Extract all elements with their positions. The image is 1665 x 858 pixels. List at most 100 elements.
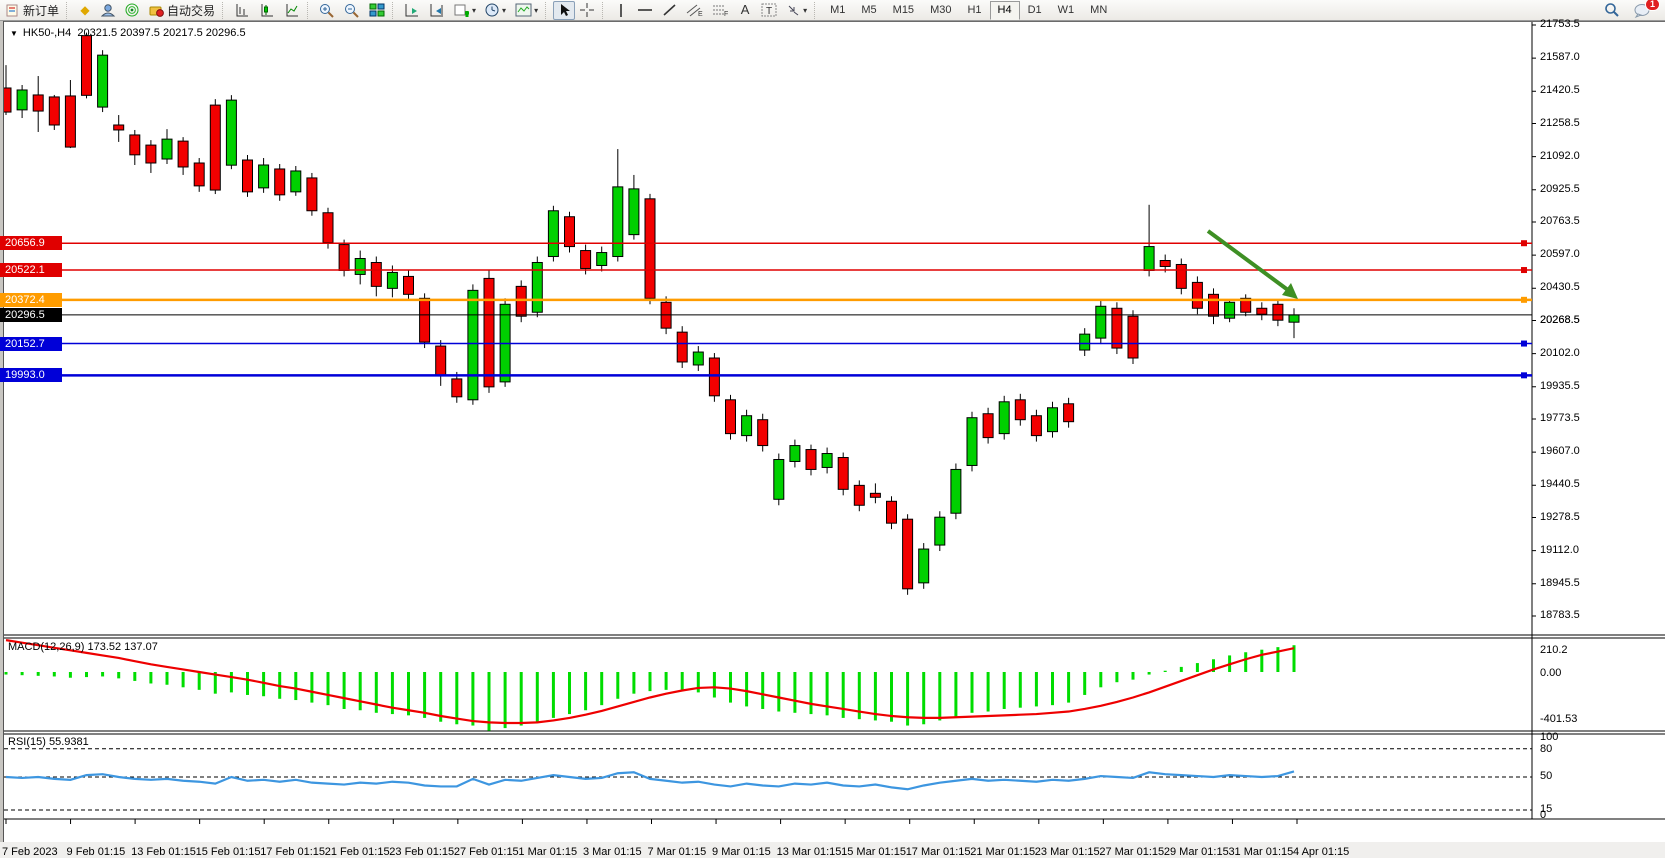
text-button[interactable]: A [734,1,756,20]
trendline-button[interactable] [658,1,681,20]
crosshair-button[interactable] [576,1,599,20]
collapse-icon[interactable]: ▼ [10,29,18,38]
price-axis-label: 19112.0 [1540,543,1579,556]
tile-windows-button[interactable] [365,1,389,20]
price-line-marker[interactable] [1521,340,1527,347]
auto-trading-icon [149,6,164,17]
charts-button[interactable]: ◆ [74,1,96,20]
candle-body [97,54,109,108]
zoom-out-button[interactable] [340,1,364,20]
new-order-button[interactable]: 新订单 [2,1,63,20]
zoom-in-button[interactable] [315,1,339,20]
macd-axis-label: -401.53 [1540,713,1578,725]
notifications-button[interactable]: 1 [1630,0,1660,20]
candle-body [177,140,189,168]
separator [545,1,550,19]
new-order-icon [6,4,18,17]
chart-template-icon [515,3,532,17]
separator [602,1,607,19]
sonar-icon [125,3,139,17]
annotation-arrow[interactable] [1206,229,1294,295]
candle-body [580,250,592,269]
candle-body [886,500,897,524]
candlestick-chart-button[interactable] [255,1,279,20]
candle-body [869,492,881,498]
candle-body [725,399,736,435]
timeframe-M15[interactable]: M15 [892,4,915,16]
indicator-window-remove-button[interactable] [425,1,449,20]
community-button[interactable] [97,1,120,20]
timeframe-D1[interactable]: D1 [1027,4,1042,16]
search-button[interactable] [1600,1,1624,20]
price-axis-label: 21587.0 [1540,51,1580,64]
price-tag-20656.9: 20656.9 [0,236,62,251]
auto-trading-label: 自动交易 [167,3,216,18]
candle-body [81,35,92,96]
cursor-button[interactable] [553,0,576,20]
arrows-button[interactable]: ▾ [782,1,811,20]
price-line-marker[interactable] [1521,267,1527,274]
fibonacci-icon: F [713,5,728,17]
candle-body [48,96,60,126]
candle-body [483,277,495,388]
svg-text:E: E [698,11,703,17]
timeframe-H4[interactable]: H4 [989,0,1020,20]
timeframe-MN[interactable]: MN [1090,4,1108,16]
chart-template-button[interactable]: ▾ [511,1,542,20]
new-order-label: 新订单 [23,3,60,18]
timeframe-M30[interactable]: M30 [930,4,952,16]
separator [222,1,227,19]
horizontal-line-button[interactable] [633,1,657,20]
candle-body [129,134,141,156]
time-axis-label: 29 Mar 01:15 [1163,846,1229,858]
price-line-marker[interactable] [1521,372,1527,379]
macd-signal-line [5,639,1295,725]
candle-body [1175,263,1187,289]
time-axis-label: 17 Feb 01:15 [260,846,326,858]
search-icon [1605,3,1619,17]
vertical-line-button[interactable] [610,1,632,20]
candle-body [564,216,575,248]
chart-canvas[interactable] [0,22,1665,843]
fibonacci-button[interactable]: F [708,1,733,20]
svg-text:F: F [724,11,728,17]
text-icon: A [740,2,750,17]
crosshair-icon [580,2,595,17]
candle-body [596,252,608,266]
candle-body [934,516,946,546]
timeframe-M5[interactable]: M5 [861,4,877,16]
period-selector-button[interactable]: ▾ [481,1,510,20]
price-tag-20522.1: 20522.1 [0,263,62,278]
annotation-arrowhead[interactable] [1282,283,1298,299]
time-axis-label: 21 Feb 01:15 [324,846,390,858]
time-axis-label: 17 Mar 01:15 [905,846,971,858]
candle-body [547,210,559,258]
timeframe-M1[interactable]: M1 [830,4,846,16]
rsi-axis-label: 15 [1540,803,1553,815]
timeframe-W1[interactable]: W1 [1057,4,1075,16]
candle-body [32,94,44,112]
toolbar: 新订单 ◆ 自动交易 ▾ ▾ ▾ [0,0,1665,21]
dropdown-arrow-icon: ▾ [534,5,539,15]
candle-body [1256,307,1268,315]
price-line-marker[interactable] [1521,240,1527,247]
text-label-button[interactable]: T [757,1,781,20]
price-line-marker[interactable] [1521,296,1527,303]
signals-button[interactable] [121,1,144,20]
auto-trading-button[interactable]: 自动交易 [145,1,219,20]
candle-body [435,345,447,377]
line-chart-button[interactable] [280,1,304,20]
add-indicator-button[interactable]: ▾ [450,1,480,20]
candle-body [209,104,221,191]
indicator-window-add-button[interactable] [400,1,424,20]
equidistant-channel-button[interactable]: E [682,1,707,20]
time-axis-label: 23 Mar 01:15 [1034,846,1100,858]
price-axis-label: 19278.5 [1540,510,1580,523]
separator [392,1,397,19]
timeframe-H1[interactable]: H1 [967,4,982,16]
vertical-line-icon [620,3,622,17]
time-axis-label: 4 Apr 01:15 [1293,846,1350,858]
candle-body [290,170,302,193]
time-axis-label: 15 Mar 01:15 [841,846,906,858]
bar-chart-button[interactable] [230,1,254,20]
